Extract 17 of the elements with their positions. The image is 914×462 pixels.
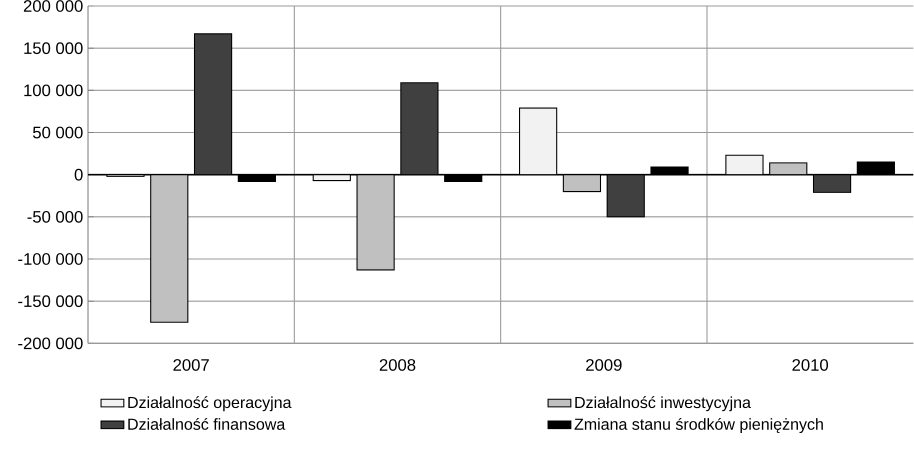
y-tick-label: 100 000 bbox=[24, 84, 83, 96]
y-tick-label: -150 000 bbox=[18, 295, 83, 308]
x-tick-label: 2009 bbox=[586, 359, 622, 371]
legend-label: Działalność inwestycyjna bbox=[575, 396, 751, 412]
y-tick-label: -200 000 bbox=[18, 337, 83, 350]
x-tick-label: 2010 bbox=[792, 359, 828, 371]
y-tick-label: 200 000 bbox=[24, 0, 83, 12]
y-tick-label: 50 000 bbox=[32, 126, 83, 138]
x-tick-label: 2007 bbox=[173, 359, 209, 371]
legend-label: Działalność operacyjna bbox=[128, 396, 292, 412]
x-tick-label: 2008 bbox=[380, 359, 416, 371]
y-tick-label: -50 000 bbox=[27, 210, 83, 223]
y-tick-label: 150 000 bbox=[24, 42, 83, 54]
legend-label: Działalność finansowa bbox=[128, 418, 286, 430]
y-tick-label: -100 000 bbox=[18, 253, 83, 265]
y-tick-label: 0 bbox=[74, 168, 83, 181]
legend-label: Zmiana stanu środków pieniężnych bbox=[574, 418, 823, 434]
